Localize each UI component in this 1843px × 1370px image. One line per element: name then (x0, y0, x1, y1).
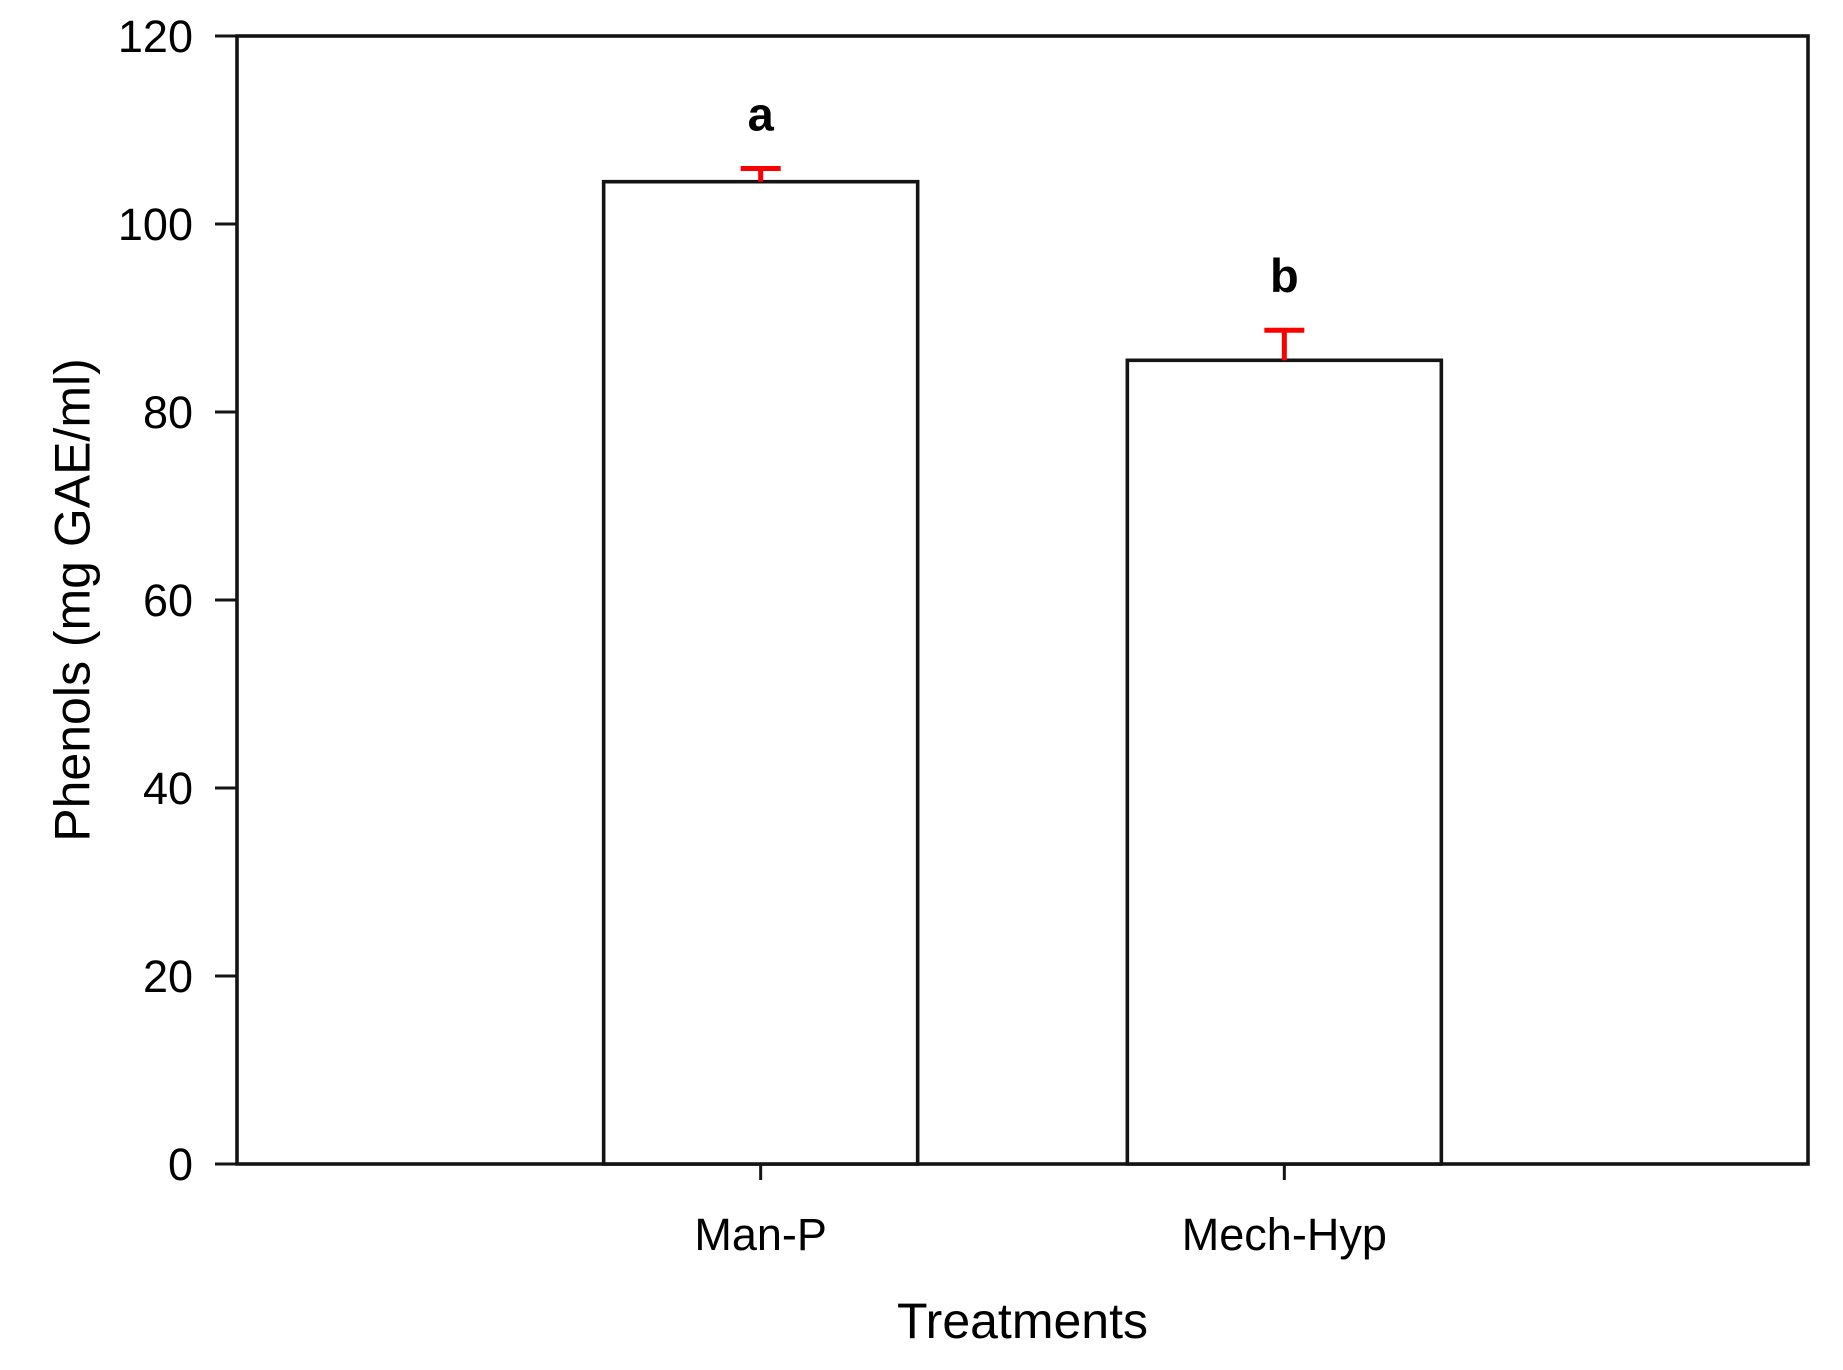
y-axis-tick-label: 0 (168, 1139, 193, 1190)
x-axis-title: Treatments (897, 1293, 1148, 1349)
y-axis-tick-label: 100 (118, 199, 193, 250)
significance-letter: b (1270, 249, 1299, 302)
y-axis-tick-label: 40 (143, 763, 193, 814)
x-axis-category-label: Man-P (694, 1209, 827, 1260)
y-axis-tick-label: 80 (143, 387, 193, 438)
plot-frame (235, 34, 1810, 1166)
bar-mech-hyp (1125, 358, 1444, 1166)
y-axis-tick-label: 20 (143, 951, 193, 1002)
y-axis-tick-label: 60 (143, 575, 193, 626)
bar-man-p (601, 179, 920, 1166)
y-axis-title: Phenols (mg GAE/ml) (45, 358, 101, 841)
significance-letter: a (748, 88, 775, 141)
y-axis-tick-label: 120 (118, 11, 193, 62)
x-axis-category-label: Mech-Hyp (1182, 1209, 1387, 1260)
